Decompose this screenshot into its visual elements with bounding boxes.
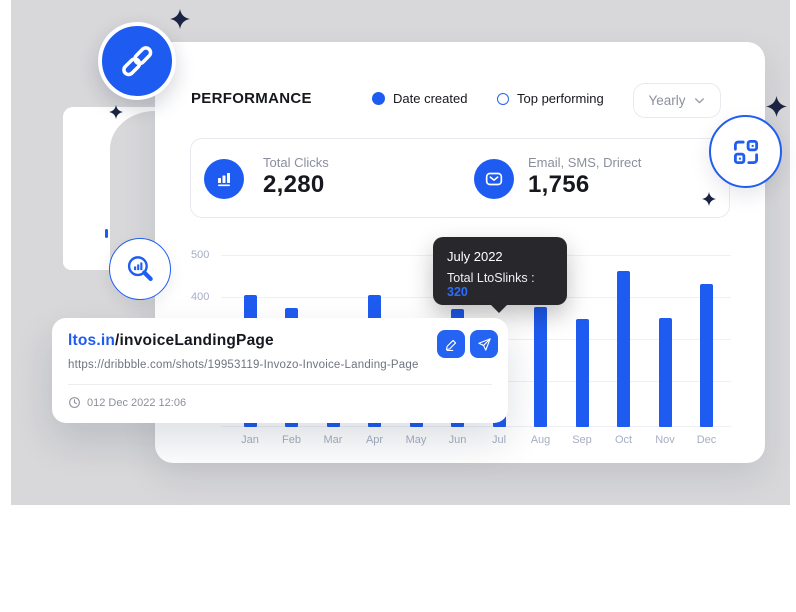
legend-date-created-label: Date created	[393, 91, 468, 106]
x-tick-jan: Jan	[241, 434, 259, 446]
bar-nov[interactable]	[658, 318, 672, 427]
tooltip-title: July 2022	[447, 249, 503, 264]
legend-date-created[interactable]: Date created	[372, 91, 467, 106]
pencil-icon	[445, 339, 456, 351]
search-analytics-icon	[127, 256, 153, 282]
x-tick-may: May	[405, 434, 427, 446]
x-tick-dec: Dec	[696, 434, 717, 446]
tooltip-value: 320	[447, 285, 468, 299]
chart-tooltip: July 2022 Total LtoSlinks : 320	[433, 237, 567, 313]
x-tick-mar: Mar	[323, 434, 343, 446]
link-badge	[98, 22, 176, 100]
bar-dec[interactable]	[700, 284, 713, 427]
chevron-down-icon	[694, 98, 704, 104]
short-link-domain[interactable]: ltos.in	[68, 332, 116, 349]
search-analytics-badge	[109, 238, 171, 300]
stat-total-clicks-value: 2,280	[263, 171, 325, 198]
tooltip-label: Total LtoSlinks :	[447, 271, 535, 285]
envelope-icon	[474, 159, 514, 199]
outline-dot-icon	[497, 92, 509, 105]
full-url: https://dribbble.com/shots/19953119-Invo…	[68, 359, 419, 371]
performance-title: PERFORMANCE	[191, 90, 312, 107]
timestamp-row: 012 Dec 2022 12:06	[68, 396, 186, 409]
divider	[68, 384, 492, 385]
qr-scan-icon	[733, 139, 758, 164]
send-icon	[477, 337, 491, 351]
legend-top-performing[interactable]: Top performing	[497, 91, 604, 106]
short-link-path: /invoiceLandingPage	[115, 332, 274, 349]
stats-box: Total Clicks 2,280 Email, SMS, Drirect 1…	[190, 138, 730, 218]
decor-blue-dash	[105, 229, 108, 238]
link-icon	[122, 46, 153, 77]
tooltip-row: Total LtoSlinks : 320	[447, 271, 553, 299]
period-dropdown[interactable]: Yearly	[633, 83, 721, 118]
period-dropdown-value: Yearly	[648, 93, 686, 108]
legend-top-performing-label: Top performing	[517, 91, 604, 106]
y-tick-400: 400	[191, 291, 210, 303]
stat-total-clicks-label: Total Clicks	[263, 155, 329, 170]
x-tick-nov: Nov	[655, 434, 675, 446]
sparkle-icon	[109, 105, 123, 119]
bar-oct[interactable]	[617, 271, 630, 427]
y-tick-500: 500	[191, 249, 210, 261]
stat-email-sms-label: Email, SMS, Drirect	[528, 155, 642, 170]
bar-aug[interactable]	[534, 307, 547, 427]
stat-email-sms-value: 1,756	[528, 171, 590, 198]
sparkle-icon	[702, 192, 716, 206]
x-tick-aug: Aug	[530, 434, 551, 446]
filled-dot-icon	[372, 92, 385, 105]
send-button[interactable]	[470, 330, 498, 358]
sparkle-icon	[170, 9, 190, 29]
qr-scan-badge[interactable]	[709, 115, 782, 188]
timestamp: 012 Dec 2022 12:06	[87, 396, 187, 409]
edit-button[interactable]	[437, 330, 465, 358]
x-tick-jun: Jun	[448, 434, 467, 446]
x-tick-apr: Apr	[365, 434, 384, 446]
short-link-card: ltos.in/invoiceLandingPage https://dribb…	[52, 318, 508, 423]
x-tick-oct: Oct	[614, 434, 633, 446]
sparkle-icon	[766, 96, 787, 117]
bar-sep[interactable]	[575, 319, 589, 427]
x-tick-sep: Sep	[572, 434, 592, 446]
clock-icon	[69, 397, 80, 408]
bar-chart-icon	[204, 159, 244, 199]
x-tick-jul: Jul	[491, 434, 507, 446]
x-tick-feb: Feb	[282, 434, 301, 446]
decor-white-shape	[63, 107, 110, 270]
gridline-baseline	[221, 426, 731, 427]
short-link-title: ltos.in/invoiceLandingPage	[68, 332, 274, 350]
